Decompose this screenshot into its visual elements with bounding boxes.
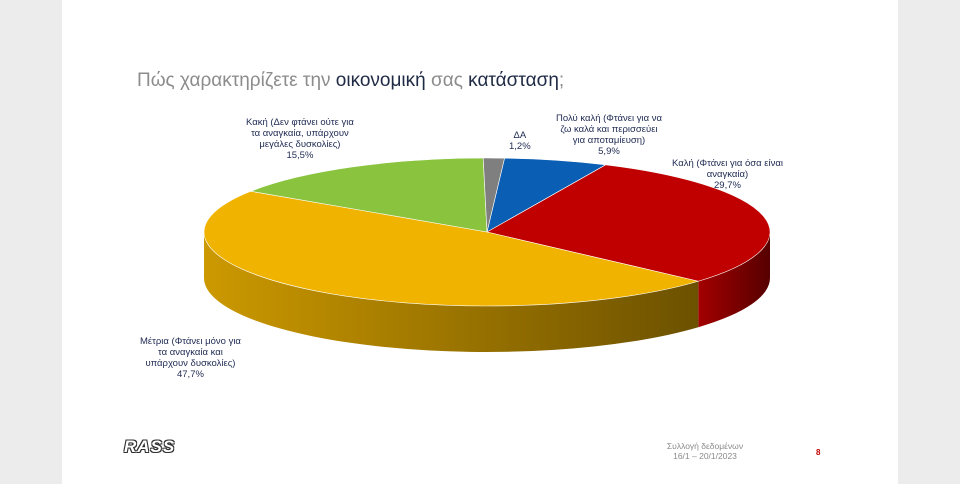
page-number: 8 — [816, 448, 821, 457]
slice-metria-side — [204, 232, 699, 352]
slice-da — [482, 157, 505, 233]
data-collection-note: Συλλογή δεδομένων 16/1 – 20/1/2023 — [666, 441, 744, 461]
slice-kali — [486, 164, 771, 282]
slice-kaki — [249, 157, 488, 233]
label-metria: Μέτρια (Φτάνει μόνο για τα αναγκαία και υπ… — [140, 336, 241, 380]
label-kali: Καλή (Φτάνει για όσα είναι αναγκαία) 29,7% — [672, 158, 783, 191]
slice-kali-side — [698, 232, 770, 328]
chart-title: Πώς χαρακτηρίζετε την οικονομική σας κατ… — [137, 70, 565, 91]
label-da: ΔΑ 1,2% — [509, 130, 531, 152]
label-poly-kali: Πολύ καλή (Φτάνει για να ζω καλά και περι… — [556, 113, 662, 157]
brand-logo: RASS — [124, 437, 176, 456]
slice-metria — [203, 190, 700, 307]
label-kaki: Κακή (Δεν φτάνει ούτε για τα αναγκαία, υπ… — [246, 117, 354, 161]
